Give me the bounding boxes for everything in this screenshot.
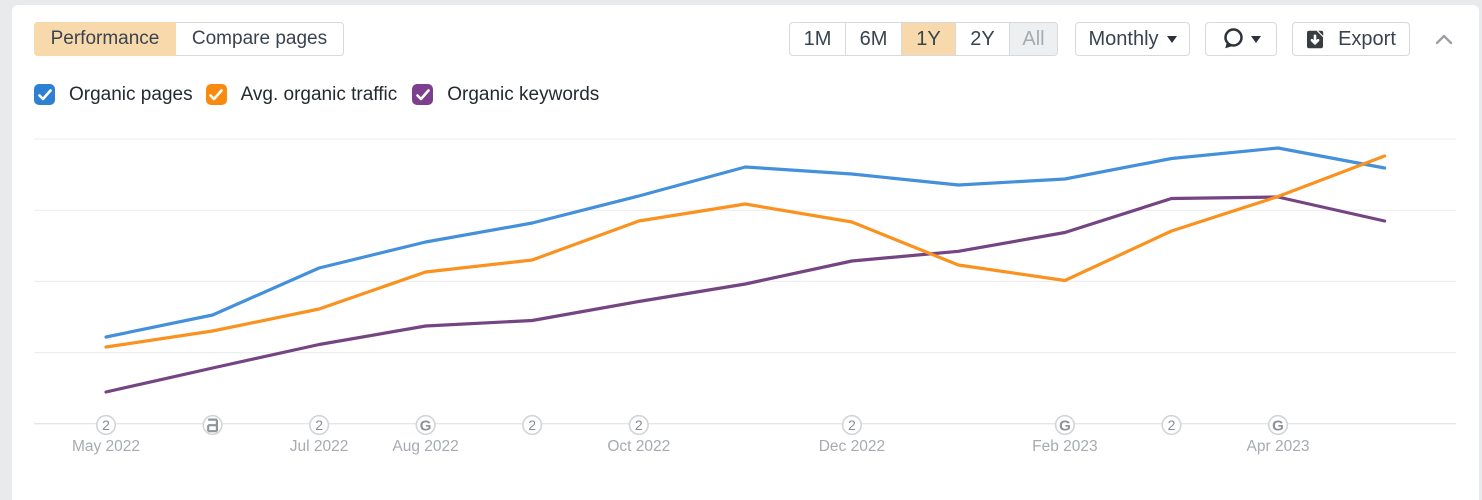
- svg-text:G: G: [1272, 418, 1284, 435]
- svg-text:Dec 2022: Dec 2022: [819, 438, 885, 455]
- svg-text:Apr 2023: Apr 2023: [1247, 438, 1310, 455]
- svg-text:2: 2: [1168, 417, 1176, 433]
- svg-text:2: 2: [102, 417, 110, 433]
- svg-text:G: G: [420, 418, 432, 435]
- svg-text:May 2022: May 2022: [72, 438, 140, 455]
- svg-text:G: G: [1059, 418, 1071, 435]
- svg-text:2: 2: [528, 417, 536, 433]
- svg-text:2: 2: [635, 417, 643, 433]
- svg-text:Aug 2022: Aug 2022: [392, 438, 458, 455]
- svg-text:Feb 2023: Feb 2023: [1032, 438, 1098, 455]
- svg-text:Jul 2022: Jul 2022: [290, 438, 349, 455]
- svg-text:2: 2: [848, 417, 856, 433]
- svg-text:2: 2: [315, 417, 323, 433]
- svg-text:Oct 2022: Oct 2022: [607, 438, 670, 455]
